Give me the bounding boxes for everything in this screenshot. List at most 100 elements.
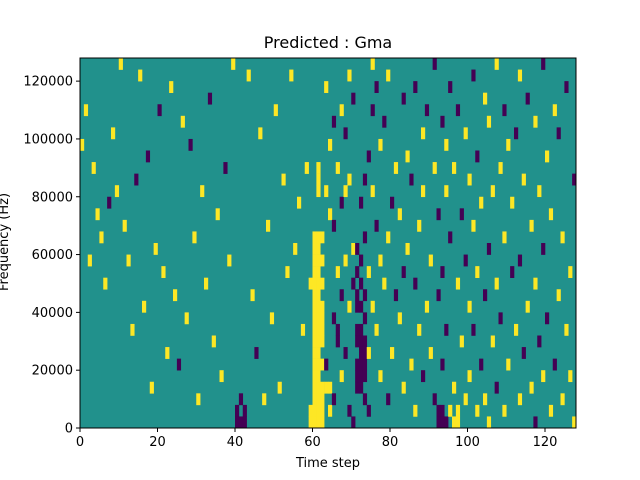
heatmap-cell bbox=[366, 266, 371, 278]
heatmap-cell bbox=[297, 196, 302, 209]
heatmap-cell bbox=[134, 173, 139, 186]
heatmap-cell bbox=[335, 323, 340, 336]
heatmap-cell bbox=[444, 323, 449, 336]
heatmap-cell bbox=[517, 69, 523, 82]
heatmap-cell bbox=[502, 404, 507, 417]
heatmap-cell bbox=[382, 115, 387, 128]
heatmap-cell bbox=[556, 289, 561, 302]
heatmap-cell bbox=[424, 104, 430, 117]
heatmap-cell bbox=[517, 254, 523, 267]
heatmap-cell bbox=[91, 162, 96, 174]
heatmap-cell bbox=[355, 323, 360, 336]
heatmap-cell bbox=[285, 266, 290, 278]
heatmap-cell bbox=[467, 300, 472, 313]
heatmap-cell bbox=[176, 358, 182, 371]
heatmap-cell bbox=[552, 104, 557, 117]
heatmap-cell bbox=[343, 347, 348, 359]
heatmap-cell bbox=[436, 208, 441, 221]
heatmap-cell bbox=[312, 300, 317, 313]
heatmap-cell bbox=[149, 381, 154, 394]
heatmap-plot-area bbox=[79, 57, 577, 429]
heatmap-cell bbox=[312, 231, 317, 244]
heatmap-cell bbox=[401, 381, 406, 394]
heatmap-cell bbox=[413, 404, 418, 417]
heatmap-cell bbox=[370, 185, 375, 198]
heatmap-cell bbox=[316, 185, 321, 198]
heatmap-cell bbox=[525, 300, 530, 313]
heatmap-cell bbox=[417, 219, 422, 232]
heatmap-cell bbox=[514, 323, 519, 336]
heatmap-cell bbox=[320, 231, 325, 244]
heatmap-cell bbox=[494, 58, 499, 70]
heatmap-cell bbox=[359, 277, 364, 290]
heatmap-cell bbox=[87, 254, 92, 267]
heatmap-cell bbox=[300, 323, 306, 336]
heatmap-cell bbox=[463, 254, 468, 267]
heatmap-cell bbox=[521, 173, 526, 186]
x-tick-label: 0 bbox=[76, 435, 84, 450]
heatmap-cell bbox=[568, 266, 573, 278]
heatmap-cell bbox=[331, 393, 337, 406]
heatmap-cell bbox=[227, 254, 232, 267]
heatmap-cell bbox=[343, 127, 348, 140]
heatmap-cell bbox=[215, 208, 220, 221]
heatmap-cell bbox=[548, 404, 554, 417]
heatmap-cell bbox=[254, 347, 259, 359]
heatmap-cell bbox=[200, 185, 205, 198]
heatmap-cell bbox=[444, 138, 449, 151]
heatmap-cell bbox=[541, 243, 546, 255]
heatmap-cell bbox=[471, 323, 476, 336]
heatmap-cell bbox=[359, 196, 364, 209]
x-tick-label: 100 bbox=[455, 435, 480, 450]
heatmap-cell bbox=[428, 254, 433, 267]
heatmap-cell bbox=[386, 231, 391, 244]
heatmap-cell bbox=[428, 347, 433, 359]
y-tick-label: 40000 bbox=[32, 306, 73, 321]
heatmap-cell bbox=[366, 404, 371, 417]
heatmap-cell bbox=[266, 219, 271, 232]
heatmap-cell bbox=[328, 404, 333, 417]
heatmap-cell bbox=[145, 150, 151, 163]
heatmap-cell bbox=[293, 243, 298, 255]
heatmap-cell bbox=[312, 416, 317, 429]
heatmap-cell bbox=[366, 150, 371, 163]
heatmap-cell bbox=[537, 335, 542, 348]
heatmap-cell bbox=[483, 289, 488, 302]
heatmap-cell bbox=[362, 312, 368, 325]
heatmap-cell bbox=[316, 243, 321, 255]
heatmap-cell bbox=[316, 289, 321, 302]
heatmap-cell bbox=[320, 312, 325, 325]
heatmap-cell bbox=[440, 115, 445, 128]
heatmap-cell bbox=[455, 104, 461, 117]
heatmap-cell bbox=[130, 323, 135, 336]
heatmap-cell bbox=[304, 162, 309, 174]
heatmap-cell bbox=[273, 104, 278, 117]
heatmap-cell bbox=[506, 138, 511, 151]
heatmap-cell bbox=[440, 266, 445, 278]
heatmap-cell bbox=[355, 335, 360, 348]
heatmap-cell bbox=[312, 347, 317, 359]
heatmap-cell bbox=[552, 358, 557, 371]
heatmap-cell bbox=[362, 289, 368, 302]
heatmap-cell bbox=[281, 173, 286, 186]
heatmap-cell bbox=[564, 323, 569, 336]
heatmap-cell bbox=[471, 69, 476, 82]
heatmap-cell bbox=[432, 393, 437, 406]
heatmap-cell bbox=[351, 277, 356, 290]
heatmap-cell bbox=[390, 347, 395, 359]
heatmap-cell bbox=[417, 323, 422, 336]
heatmap-cell bbox=[537, 185, 542, 198]
heatmap-cell bbox=[486, 416, 492, 429]
heatmap-cell bbox=[331, 312, 337, 325]
heatmap-cell bbox=[308, 416, 313, 429]
heatmap-cells bbox=[80, 58, 577, 429]
heatmap-cell bbox=[277, 381, 282, 394]
heatmap-cell bbox=[378, 138, 383, 151]
heatmap-cell bbox=[525, 92, 530, 105]
heatmap-cell bbox=[335, 335, 340, 348]
heatmap-cell bbox=[320, 323, 325, 336]
heatmap-cell bbox=[324, 381, 329, 394]
heatmap-cell bbox=[397, 208, 402, 221]
heatmap-cell bbox=[316, 266, 321, 278]
heatmap-cell bbox=[529, 219, 534, 232]
